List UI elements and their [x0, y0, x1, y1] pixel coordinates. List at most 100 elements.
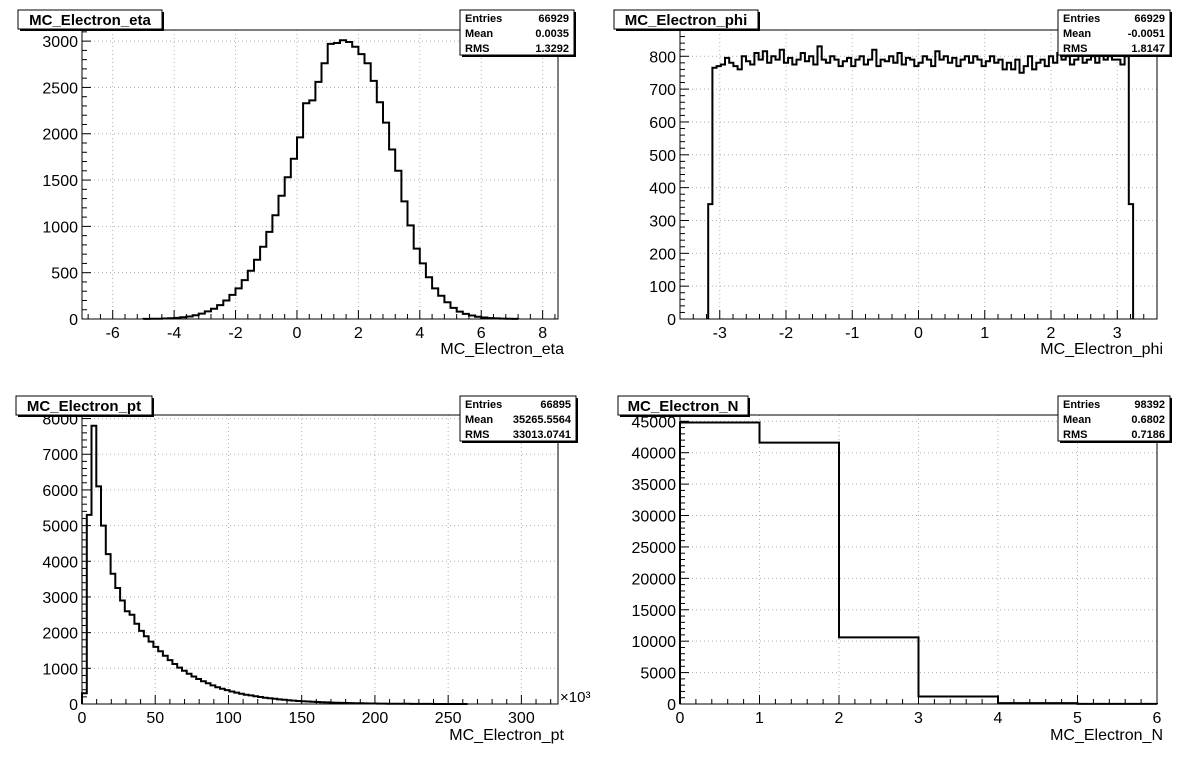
stats-mean-value: 35265.5564 — [513, 414, 572, 426]
x-tick-label: 1 — [755, 710, 764, 727]
histogram-panel-1: -6 -4 -2 0 2 4 6 8 0 500 1000 1500 2000 2500 3000 MC_El… — [17, 9, 576, 358]
stats-mean-label: Mean — [1063, 28, 1091, 40]
stats-mean-value: 0.0035 — [535, 28, 569, 40]
y-tick-label: 5000 — [42, 519, 78, 536]
stats-entries-value: 66895 — [540, 399, 571, 411]
histogram-title: MC_Electron_phi — [625, 12, 748, 29]
y-tick-label: 7000 — [42, 447, 78, 464]
x-tick-label: 100 — [215, 710, 242, 727]
x-tick-label: -3 — [713, 325, 727, 342]
stats-rms-label: RMS — [1063, 43, 1087, 55]
y-tick-label: 0 — [667, 312, 676, 329]
title-box-frame — [613, 9, 759, 30]
x-tick-label: -1 — [845, 325, 859, 342]
y-tick-label: 15000 — [632, 603, 677, 620]
histogram-panel-3: 0 50 100 150 200 250 3000100020003000400050006… — [15, 395, 590, 744]
y-tick-label: 1000 — [42, 219, 78, 236]
x-axis-label: MC_Electron_phi — [1040, 341, 1163, 358]
y-tick-label: 0 — [69, 697, 78, 714]
x-tick-label: -6 — [106, 325, 120, 342]
y-tick-label: 2500 — [42, 80, 78, 97]
y-tick-label: 0 — [69, 312, 78, 329]
y-tick-label: 300 — [649, 213, 676, 230]
histogram-title-box: MC_Electron_eta — [17, 9, 164, 31]
y-tick-label: 400 — [649, 181, 676, 198]
x-tick-label: -4 — [167, 325, 181, 342]
x-tick-label: 3 — [914, 710, 923, 727]
x-tick-label: 0 — [676, 710, 685, 727]
stats-box-frame — [1057, 395, 1171, 442]
y-tick-label: 200 — [649, 246, 676, 263]
stats-entries-label: Entries — [465, 13, 502, 25]
stats-box: Entries 66929 Mean -0.0051 RMS 1.8147 — [1057, 9, 1172, 57]
x-tick-label: 8 — [538, 325, 547, 342]
stats-mean-value: -0.0051 — [1128, 28, 1165, 40]
x-tick-label: 1 — [980, 325, 989, 342]
histogram-series-line — [142, 39, 520, 320]
x-axis-label: MC_Electron_pt — [449, 727, 564, 744]
histogram-title: MC_Electron_eta — [29, 12, 151, 29]
histogram-title: MC_Electron_N — [628, 398, 739, 415]
histogram-title-box: MC_Electron_N — [617, 395, 750, 417]
plot-frame — [81, 414, 559, 705]
histogram-title-box: MC_Electron_pt — [15, 395, 154, 417]
y-tick-label: 1000 — [42, 661, 78, 678]
x-tick-label: 2 — [1047, 325, 1056, 342]
y-tick-label: 500 — [649, 148, 676, 165]
y-tick-label: 20000 — [632, 571, 677, 588]
y-tick-label: 2000 — [42, 127, 78, 144]
x-tick-label: 2 — [354, 325, 363, 342]
x-tick-label: 50 — [146, 710, 164, 727]
x-tick-label: 0 — [914, 325, 923, 342]
histogram-series-line — [679, 421, 1158, 705]
stats-entries-label: Entries — [465, 399, 502, 411]
x-tick-label: 4 — [994, 710, 1003, 727]
y-tick-label: 3000 — [42, 34, 78, 51]
x-axis-label: MC_Electron_N — [1050, 727, 1163, 744]
x-tick-label: 0 — [293, 325, 302, 342]
stats-entries-value: 66929 — [1134, 13, 1165, 25]
stats-rms-label: RMS — [465, 43, 489, 55]
title-box-frame — [617, 395, 749, 416]
stats-rms-value: 1.8147 — [1131, 43, 1165, 55]
y-tick-label: 10000 — [632, 634, 677, 651]
stats-entries-value: 98392 — [1134, 399, 1165, 411]
y-tick-label: 600 — [649, 115, 676, 132]
y-tick-label: 25000 — [632, 540, 677, 557]
histogram-series-line — [707, 45, 1135, 319]
x-tick-label: 200 — [362, 710, 389, 727]
histogram-panel-2: -3 -2 -1 0 1 2 3 0 100 200 300 400 500 600 700 800 MC_El… — [613, 9, 1172, 358]
x-tick-label: 5 — [1073, 710, 1082, 727]
histogram-title-box: MC_Electron_phi — [613, 9, 760, 31]
y-tick-label: 45000 — [632, 414, 677, 431]
stats-entries-label: Entries — [1063, 13, 1100, 25]
x-tick-label: 300 — [508, 710, 535, 727]
stats-mean-label: Mean — [1063, 414, 1091, 426]
stats-box-frame — [459, 395, 577, 442]
title-box-frame — [15, 395, 153, 416]
x-tick-label: 250 — [435, 710, 462, 727]
histogram-panel-4: 0 1 2 3 4 5 6 0 5000 10000 15000 20000 25000 30000 350… — [617, 395, 1172, 744]
y-tick-label: 35000 — [632, 477, 677, 494]
plot-frame — [81, 29, 559, 320]
stats-box-frame — [459, 9, 575, 56]
y-tick-label: 2000 — [42, 626, 78, 643]
stats-rms-label: RMS — [1063, 429, 1087, 441]
y-tick-label: 40000 — [632, 446, 677, 463]
x-tick-label: 6 — [1153, 710, 1162, 727]
x-axis-multiplier: ×10³ — [560, 689, 590, 706]
y-tick-label: 30000 — [632, 509, 677, 526]
stats-box: Entries 66895 Mean 35265.5564 RMS 33013.0741 — [459, 395, 578, 443]
x-tick-label: 2 — [835, 710, 844, 727]
x-tick-label: -2 — [228, 325, 242, 342]
y-tick-label: 1500 — [42, 173, 78, 190]
stats-entries-value: 66929 — [538, 13, 569, 25]
stats-rms-value: 0.7186 — [1131, 429, 1165, 441]
x-tick-label: 0 — [78, 710, 87, 727]
stats-rms-value: 33013.0741 — [513, 429, 571, 441]
y-tick-label: 5000 — [640, 666, 676, 683]
y-tick-label: 800 — [649, 49, 676, 66]
stats-box-frame — [1057, 9, 1171, 56]
stats-box: Entries 98392 Mean 0.6802 RMS 0.7186 — [1057, 395, 1172, 443]
